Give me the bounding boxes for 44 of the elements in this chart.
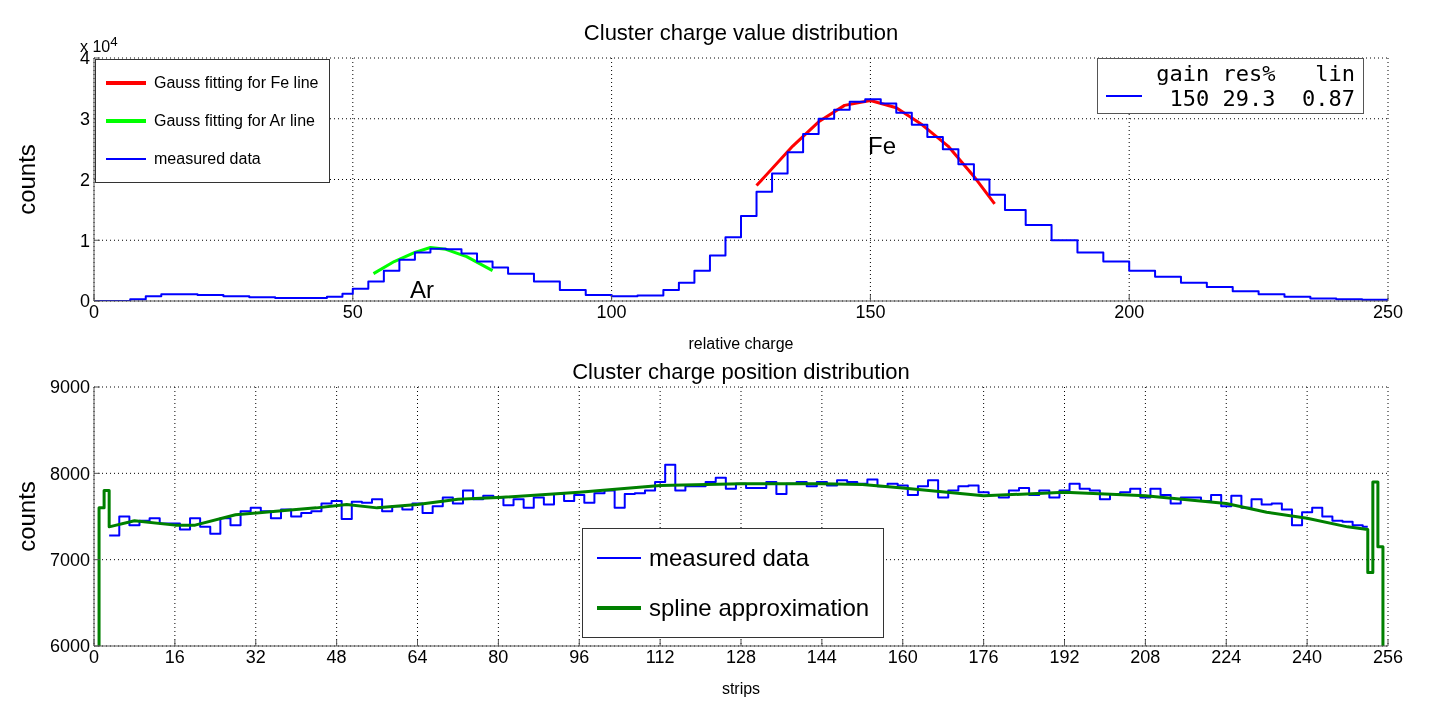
legend-label: measured data (649, 544, 810, 572)
x-tick-label: 150 (855, 301, 886, 322)
y-tick-label: 3 (79, 109, 90, 130)
chart-title: Cluster charge position distribution (571, 359, 911, 385)
x-tick-label: 224 (1211, 646, 1242, 667)
x-tick-label: 250 (1372, 301, 1404, 322)
y-tick-label: 1 (79, 230, 90, 251)
x-axis-title: strips (721, 680, 761, 697)
y-axis-title: counts (12, 144, 40, 215)
y-tick-label: 9000 (49, 377, 90, 398)
line-series (97, 480, 1385, 646)
x-tick-label: 240 (1292, 646, 1323, 667)
y-tick-label: 8000 (49, 463, 90, 484)
x-tick-label: 48 (326, 646, 347, 667)
x-tick-label: 96 (569, 646, 590, 667)
x-tick-label: 200 (1114, 301, 1145, 322)
x-tick-label: 160 (887, 646, 918, 667)
x-tick-label: 192 (1049, 646, 1080, 667)
x-tick-label: 128 (725, 646, 757, 667)
x-axis-title: relative charge (688, 335, 794, 352)
x-tick-label: 208 (1130, 646, 1161, 667)
x-tick-label: 64 (407, 646, 428, 667)
annotation: 150 29.3 0.87 (1168, 86, 1355, 111)
y-tick-label: 2 (79, 169, 90, 190)
legend-label: Gauss fitting for Ar line (154, 112, 315, 130)
y-tick-label: 6000 (49, 636, 90, 657)
annotation: Fe (868, 132, 897, 160)
x-tick-label: 100 (596, 301, 627, 322)
x-tick-label: 32 (245, 646, 266, 667)
legend-label: spline approximation (649, 594, 870, 622)
x-tick-label: 16 (164, 646, 185, 667)
legend-label: measured data (154, 150, 261, 168)
chart-title: Cluster charge value distribution (583, 20, 899, 45)
x-tick-label: 144 (806, 646, 837, 667)
y-axis-title: counts (12, 481, 40, 552)
legend-label: Gauss fitting for Fe line (154, 74, 319, 92)
x-tick-label: 80 (488, 646, 509, 667)
annotation: Ar (410, 276, 434, 304)
x-tick-label: 176 (968, 646, 999, 667)
annotation: gain res% lin (1156, 61, 1355, 86)
x-tick-label: 50 (342, 301, 363, 322)
y-tick-label: 7000 (49, 550, 90, 571)
x-tick-label: 256 (1372, 646, 1404, 667)
x-tick-label: 112 (645, 646, 675, 667)
